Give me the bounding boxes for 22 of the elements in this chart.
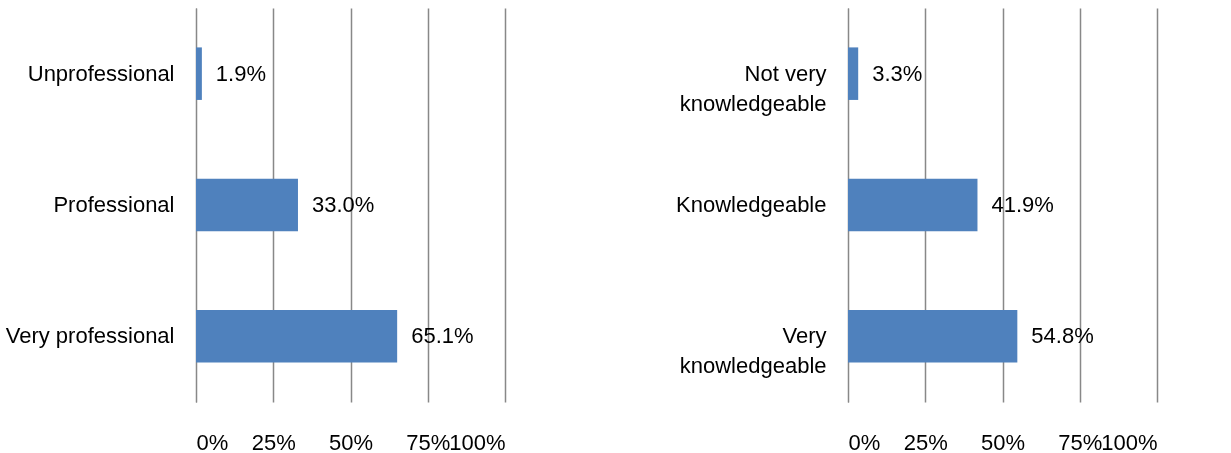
y-tick-label: Very knowledgeable xyxy=(679,323,827,379)
x-tick-label: 50% xyxy=(980,429,1026,453)
data-label: 65.1% xyxy=(411,323,474,349)
data-label: 33.0% xyxy=(311,192,375,217)
x-tick-label: 25% xyxy=(251,429,296,453)
x-tick-label: 0% xyxy=(196,429,229,453)
y-tick-label: Very professional xyxy=(5,323,175,349)
y-tick-label: Professional xyxy=(53,192,175,217)
y-tick-label: Unprofessional xyxy=(27,60,175,86)
x-tick-label: 100% xyxy=(1101,429,1158,453)
x-tick-label: 50% xyxy=(328,429,374,453)
x-tick-label: 0% xyxy=(848,429,881,453)
x-tick-label: 25% xyxy=(903,429,948,453)
y-tick-label: Not very knowledgeable xyxy=(679,60,827,116)
data-label: 54.8% xyxy=(1031,323,1094,349)
data-label: 3.3% xyxy=(872,60,923,86)
y-tick-label: Knowledgeable xyxy=(676,192,827,217)
x-tick-label: 75% xyxy=(1058,429,1103,453)
x-tick-label: 100% xyxy=(449,429,506,453)
x-tick-label: 75% xyxy=(406,429,451,453)
data-label: 41.9% xyxy=(991,192,1054,217)
data-label: 1.9% xyxy=(215,60,267,86)
